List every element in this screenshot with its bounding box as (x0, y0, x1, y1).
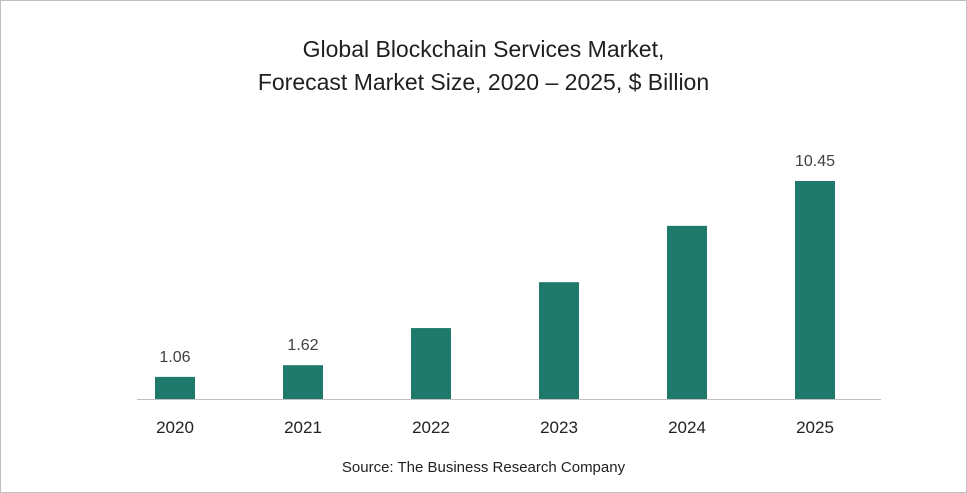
data-label-2025: 10.45 (795, 153, 835, 170)
chart-subtitle: Forecast Market Size, 2020 – 2025, $ Bil… (257, 69, 710, 95)
x-tick-label-2022: 2022 (412, 418, 450, 437)
x-tick-label-2021: 2021 (284, 418, 322, 437)
bar-2020 (155, 376, 195, 399)
x-tick-label-2025: 2025 (796, 418, 834, 437)
bar-2023 (539, 282, 579, 399)
bar-2024 (667, 225, 707, 399)
chart-title: Global Blockchain Services Market, (302, 36, 665, 62)
source-note: Source: The Business Research Company (341, 459, 626, 476)
x-tick-label-2020: 2020 (156, 418, 194, 437)
x-tick-label-2023: 2023 (540, 418, 578, 437)
chart-title-block: Global Blockchain Services Market, Forec… (1, 33, 966, 99)
x-tick-label-2024: 2024 (668, 418, 706, 437)
bar-2025 (795, 181, 835, 399)
bar-2022 (411, 328, 451, 399)
bar-2021 (283, 365, 323, 399)
data-label-2021: 1.62 (287, 337, 318, 354)
data-label-2020: 1.06 (159, 349, 190, 366)
